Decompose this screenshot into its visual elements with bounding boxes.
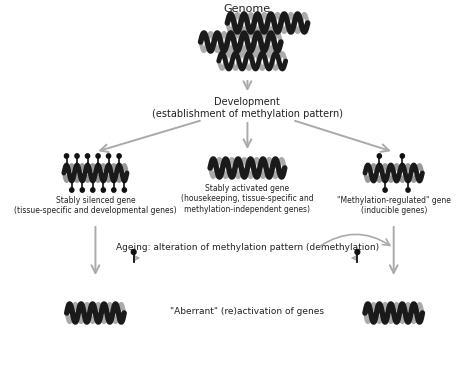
Text: Genome: Genome: [224, 4, 271, 14]
Circle shape: [400, 154, 404, 158]
Text: Ageing: alteration of methylation pattern (demethylation): Ageing: alteration of methylation patter…: [116, 243, 379, 253]
Circle shape: [96, 154, 100, 158]
Text: "Methylation-regulated" gene
(inducible genes): "Methylation-regulated" gene (inducible …: [337, 196, 451, 215]
Circle shape: [117, 154, 121, 158]
Text: Stably silenced gene
(tissue-specific and developmental genes): Stably silenced gene (tissue-specific an…: [14, 196, 177, 215]
Circle shape: [355, 250, 360, 254]
Circle shape: [85, 154, 90, 158]
Text: Stably activated gene
(housekeeping, tissue-specific and
methylation-independent: Stably activated gene (housekeeping, tis…: [181, 184, 314, 214]
Text: "Aberrant" (re)activation of genes: "Aberrant" (re)activation of genes: [171, 307, 324, 316]
Circle shape: [64, 154, 69, 158]
Circle shape: [131, 250, 136, 254]
Circle shape: [406, 188, 410, 192]
Circle shape: [80, 188, 84, 192]
Circle shape: [91, 188, 95, 192]
Text: Development
(establishment of methylation pattern): Development (establishment of methylatio…: [152, 97, 343, 119]
Circle shape: [101, 188, 105, 192]
Circle shape: [122, 188, 127, 192]
Circle shape: [75, 154, 79, 158]
Circle shape: [112, 188, 116, 192]
Circle shape: [377, 154, 382, 158]
Circle shape: [107, 154, 110, 158]
Circle shape: [383, 188, 387, 192]
Circle shape: [70, 188, 74, 192]
